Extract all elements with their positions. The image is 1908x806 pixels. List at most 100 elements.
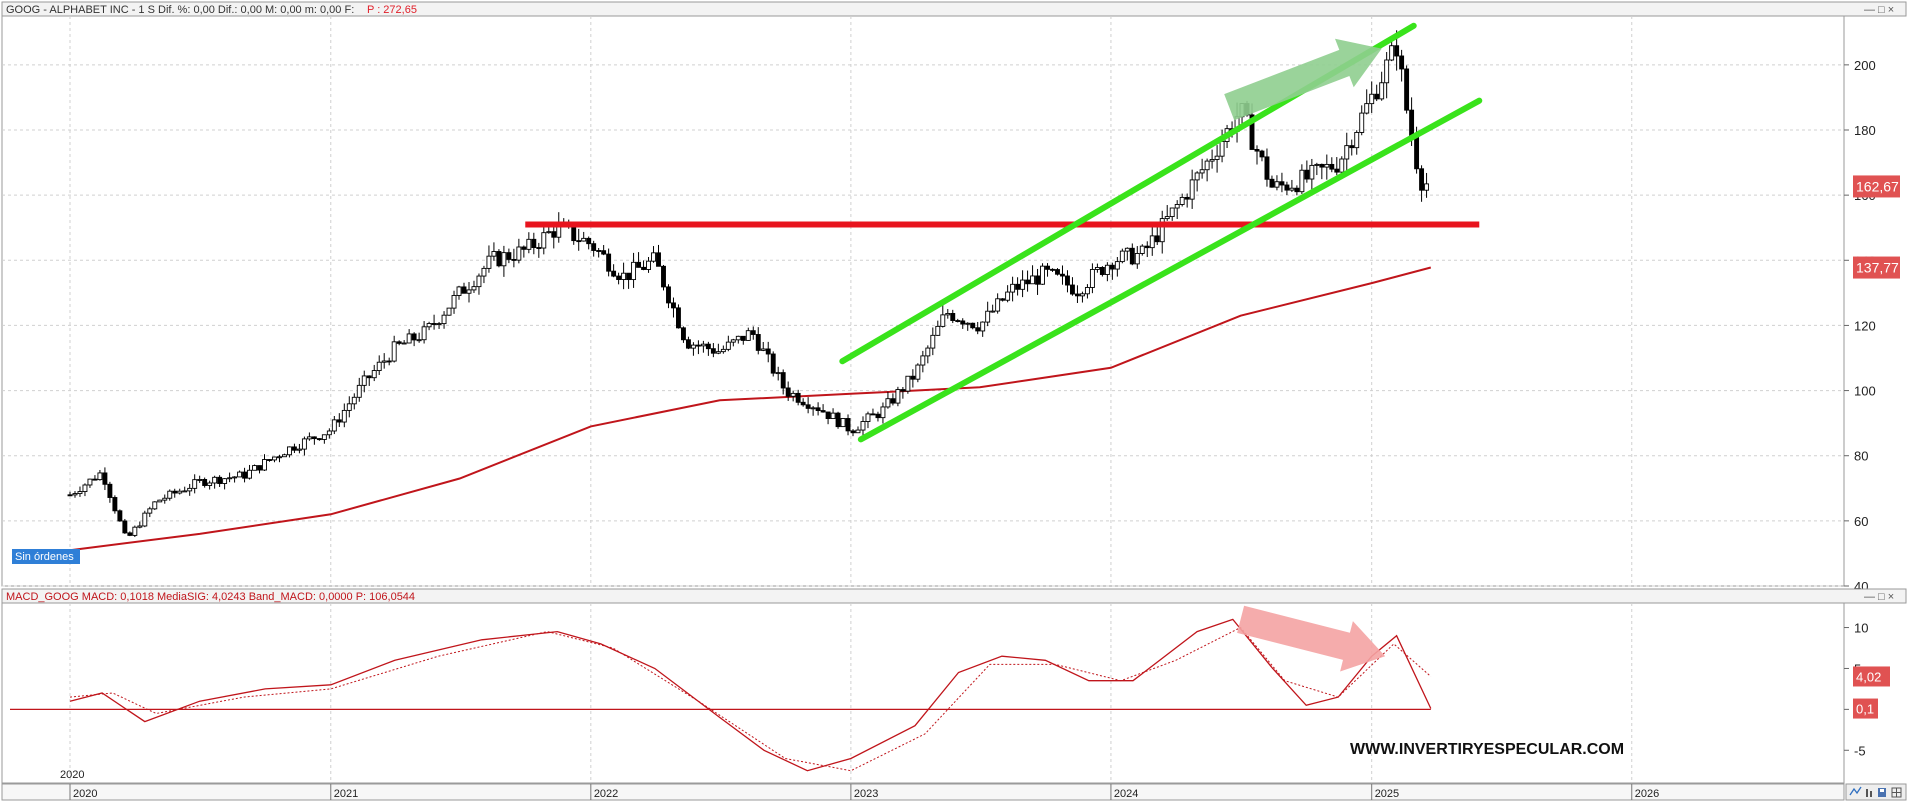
candle-body-up bbox=[227, 477, 233, 480]
save-icon[interactable] bbox=[1878, 788, 1886, 797]
candle bbox=[451, 290, 457, 314]
candle-body-down bbox=[671, 302, 676, 309]
candle-body-down bbox=[531, 238, 537, 248]
candle bbox=[1040, 263, 1045, 285]
candle-body-up bbox=[651, 252, 656, 262]
candle bbox=[162, 494, 168, 504]
candle bbox=[331, 416, 337, 435]
candle bbox=[985, 301, 991, 327]
candle-body-down bbox=[496, 251, 502, 267]
candle-body-down bbox=[386, 360, 392, 363]
macd-panel-window-controls[interactable]: — □ × bbox=[1864, 591, 1894, 603]
candle-body-up bbox=[187, 487, 193, 492]
candle-body-down bbox=[107, 483, 113, 498]
candle bbox=[481, 265, 487, 284]
candle-body-up bbox=[237, 471, 243, 478]
macd-grid bbox=[69, 603, 1633, 783]
candle bbox=[1149, 226, 1155, 256]
candle bbox=[376, 355, 382, 375]
candle-body-down bbox=[1035, 275, 1040, 285]
candle bbox=[262, 454, 267, 471]
grid-icon[interactable] bbox=[1891, 787, 1902, 798]
candle-body-up bbox=[1164, 216, 1170, 220]
candle bbox=[611, 264, 617, 278]
candle bbox=[1015, 277, 1021, 296]
candle bbox=[466, 282, 472, 303]
candle bbox=[127, 531, 133, 537]
candle-body-down bbox=[870, 413, 876, 416]
candle bbox=[521, 245, 527, 258]
candle-body-up bbox=[516, 246, 522, 261]
candle-body-down bbox=[1099, 267, 1105, 275]
candle-body-down bbox=[656, 252, 661, 267]
bar-chart-icon[interactable] bbox=[1866, 789, 1872, 797]
candle bbox=[715, 343, 721, 355]
candle-body-up bbox=[77, 491, 83, 495]
candle-body-up bbox=[142, 512, 148, 527]
candle bbox=[237, 470, 243, 478]
candle bbox=[920, 350, 926, 373]
candle-body-up bbox=[920, 355, 926, 366]
candle bbox=[1199, 158, 1205, 179]
candle-body-up bbox=[282, 454, 287, 458]
candle bbox=[965, 322, 971, 331]
candle-body-down bbox=[92, 478, 98, 481]
candle-body-up bbox=[1389, 45, 1395, 61]
candle-body-up bbox=[1119, 250, 1125, 263]
candle bbox=[845, 414, 851, 436]
candle bbox=[680, 326, 686, 343]
candle bbox=[147, 506, 153, 518]
candle bbox=[1309, 158, 1315, 193]
price-panel-window-controls[interactable]: — □ × bbox=[1864, 4, 1894, 16]
candle bbox=[1094, 263, 1100, 273]
chart-style-icon[interactable] bbox=[1849, 786, 1862, 796]
candle-body-down bbox=[67, 494, 73, 497]
candle bbox=[546, 227, 552, 234]
candle bbox=[247, 464, 252, 480]
candle-body-down bbox=[685, 339, 691, 349]
candle-body-up bbox=[725, 341, 731, 350]
candle bbox=[102, 467, 108, 491]
candle-body-down bbox=[960, 320, 966, 325]
candle-body-down bbox=[890, 398, 896, 404]
candle-body-up bbox=[865, 413, 871, 422]
candle-body-up bbox=[381, 360, 387, 363]
candle-body-up bbox=[775, 372, 781, 375]
candle-body-up bbox=[1084, 287, 1090, 295]
candle-body-up bbox=[895, 389, 901, 404]
candle-body-down bbox=[1070, 284, 1075, 295]
candle-body-up bbox=[1199, 169, 1205, 174]
candle-body-up bbox=[1364, 103, 1370, 114]
candle bbox=[491, 242, 497, 261]
price-tick-label: 100 bbox=[1854, 384, 1876, 399]
candle-body-up bbox=[925, 347, 931, 357]
candle-body-down bbox=[202, 479, 208, 486]
candle bbox=[242, 467, 248, 483]
candle bbox=[1324, 154, 1330, 180]
candle bbox=[710, 343, 716, 358]
candle-body-up bbox=[147, 508, 153, 514]
candle bbox=[606, 248, 612, 277]
candle-body-up bbox=[1104, 264, 1110, 275]
candle bbox=[581, 231, 587, 242]
candle bbox=[1349, 139, 1355, 156]
candle bbox=[740, 335, 746, 345]
candle bbox=[1089, 263, 1095, 294]
candle bbox=[700, 340, 706, 353]
candle bbox=[496, 249, 502, 268]
candle-body-down bbox=[336, 419, 342, 423]
candle bbox=[980, 321, 986, 337]
candle-body-down bbox=[1329, 163, 1335, 170]
candle bbox=[1114, 256, 1120, 277]
candle bbox=[1384, 52, 1390, 99]
candle bbox=[970, 322, 976, 330]
candle-body-down bbox=[1055, 269, 1060, 275]
candle-body-up bbox=[1149, 235, 1155, 249]
candle-body-down bbox=[1045, 265, 1050, 270]
candle bbox=[1304, 160, 1310, 183]
candle-body-up bbox=[930, 334, 936, 349]
candle bbox=[1354, 130, 1360, 155]
candle-body-up bbox=[137, 525, 143, 528]
candle bbox=[222, 478, 228, 490]
candle bbox=[1174, 200, 1180, 220]
